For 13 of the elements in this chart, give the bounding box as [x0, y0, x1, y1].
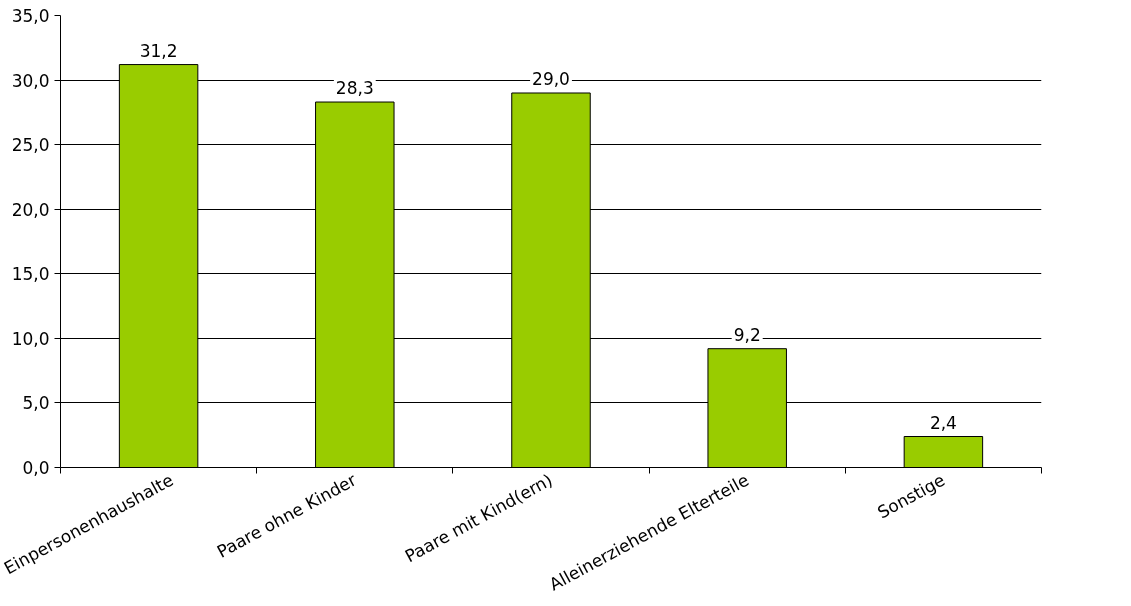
y-tick-label: 0,0: [22, 458, 50, 478]
data-label: 31,2: [139, 40, 178, 61]
y-tick-label: 30,0: [11, 70, 50, 91]
y-tick-label: 10,0: [11, 328, 50, 349]
data-label: 29,0: [532, 68, 570, 89]
y-tick-label: 5,0: [22, 393, 50, 414]
y-tick-label: 20,0: [11, 199, 50, 220]
y-tick-label: 25,0: [11, 135, 50, 156]
data-label: 9,2: [733, 324, 761, 345]
data-label: 2,4: [929, 412, 957, 433]
y-tick-label: 15,0: [11, 264, 50, 285]
data-label: 28,3: [335, 78, 374, 99]
y-tick-label: 35,0: [11, 6, 50, 26]
